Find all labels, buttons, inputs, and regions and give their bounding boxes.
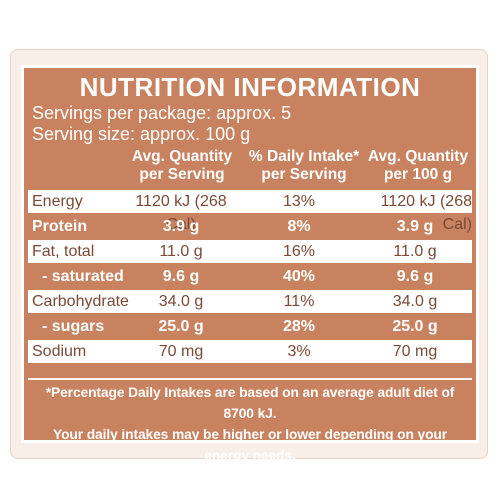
daily-intake-value: 28%: [282, 318, 316, 335]
footnote: *Percentage Daily Intakes are based on a…: [30, 382, 470, 466]
header-line: per 100 g: [383, 166, 453, 183]
row-sugars: - sugars 25.0 g 28% 25.0 g: [28, 315, 472, 338]
row-name: Carbohydrate: [32, 293, 129, 310]
daily-intake-value: 8%: [287, 218, 311, 235]
header-avg-per-100g: Avg. Quantity per 100 g: [364, 148, 472, 184]
footnote-line: Your daily intakes may be higher or lowe…: [52, 427, 448, 463]
footnote-line: *Percentage Daily Intakes are based on a…: [45, 385, 455, 421]
row-fat-total: Fat, total 11.0 g 16% 11.0 g: [28, 240, 472, 263]
daily-intake-value: 16%: [282, 243, 316, 260]
panel-title: NUTRITION INFORMATION: [79, 72, 421, 102]
per-100g-value: 3.9 g: [396, 218, 434, 235]
per-100g-value: 70 mg: [392, 343, 438, 360]
servings-per-package: Servings per package: approx. 5: [32, 103, 292, 123]
per-serving-value: 1120 kJ (268 Cal): [135, 193, 227, 233]
per-serving-value: 70 mg: [158, 343, 204, 360]
per-serving-value: 9.6 g: [162, 268, 200, 285]
serving-size: Serving size: approx. 100 g: [32, 124, 251, 144]
row-carbohydrate: Carbohydrate 34.0 g 11% 34.0 g: [28, 290, 472, 313]
row-name: Energy: [32, 193, 83, 210]
per-serving-value: 25.0 g: [158, 318, 204, 335]
header-line: per Serving: [139, 166, 225, 183]
per-100g-value: 9.6 g: [396, 268, 434, 285]
row-name: Sodium: [32, 343, 87, 360]
row-energy: Energy 1120 kJ (268 Cal) 13% 1120 kJ (26…: [28, 190, 472, 233]
per-100g-value: 11.0 g: [393, 243, 437, 260]
daily-intake-value: 40%: [282, 268, 316, 285]
header-line: % Daily Intake*: [248, 148, 360, 165]
header-line: Avg. Quantity: [131, 148, 233, 165]
header-avg-per-serving: Avg. Quantity per Serving: [124, 148, 240, 184]
daily-intake-value: 11%: [283, 293, 315, 310]
row-name: Fat, total: [32, 243, 95, 260]
daily-intake-value: 3%: [287, 343, 311, 360]
row-name: - sugars: [42, 318, 105, 335]
per-serving-value: 34.0 g: [158, 293, 204, 310]
header-line: per Serving: [261, 166, 347, 183]
per-serving-value: 11.0 g: [159, 243, 203, 260]
header-daily-intake: % Daily Intake* per Serving: [246, 148, 362, 184]
header-line: Avg. Quantity: [367, 148, 469, 165]
row-name: Protein: [32, 218, 88, 235]
per-serving-value: 3.9 g: [162, 218, 200, 235]
per-100g-value: 34.0 g: [392, 293, 438, 310]
footnote-divider: [28, 378, 472, 380]
per-100g-value: 1120 kJ (268 Cal): [380, 193, 472, 233]
nutrition-panel: NUTRITION INFORMATION Servings per packa…: [21, 65, 479, 463]
row-name: - saturated: [42, 268, 124, 285]
row-sodium: Sodium 70 mg 3% 70 mg: [28, 340, 472, 363]
row-saturated: - saturated 9.6 g 40% 9.6 g: [28, 265, 472, 288]
row-protein: Protein 3.9 g 8% 3.9 g: [28, 215, 472, 238]
daily-intake-value: 13%: [282, 193, 316, 210]
per-100g-value: 25.0 g: [392, 318, 438, 335]
